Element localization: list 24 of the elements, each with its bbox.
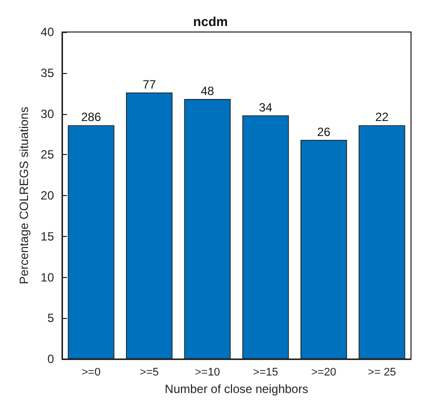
y-tick-label: 15 <box>40 229 54 244</box>
x-tick-label: >=10 <box>194 366 220 378</box>
y-tick-label: 5 <box>47 311 54 326</box>
x-tick-label: >=20 <box>311 366 336 378</box>
x-axis-title: Number of close neighbors <box>164 382 308 396</box>
annotation: 77 <box>142 77 156 92</box>
x-tick-label: >=15 <box>253 366 278 378</box>
x-tick-label: >=5 <box>140 366 159 378</box>
y-tick-label: 35 <box>40 66 54 80</box>
y-tick-label: 40 <box>40 25 54 39</box>
chart-title: ncdm <box>193 14 228 29</box>
y-tick-label: 30 <box>40 106 54 121</box>
y-tick-label: 25 <box>40 148 54 162</box>
annotation: 34 <box>258 100 273 114</box>
annotation: 48 <box>200 84 214 98</box>
y-axis-title: Percentage COLREGS situations <box>16 106 31 284</box>
x-tick-label: >=0 <box>82 366 101 378</box>
x-tick-label: >= 25 <box>368 366 396 378</box>
annotation: 26 <box>317 124 331 139</box>
y-tick-label: 10 <box>40 270 54 284</box>
y-tick-label: 20 <box>40 188 54 202</box>
y-tick-label: 0 <box>47 352 54 366</box>
annotation: 286 <box>81 110 102 124</box>
annotation: 22 <box>375 110 389 124</box>
